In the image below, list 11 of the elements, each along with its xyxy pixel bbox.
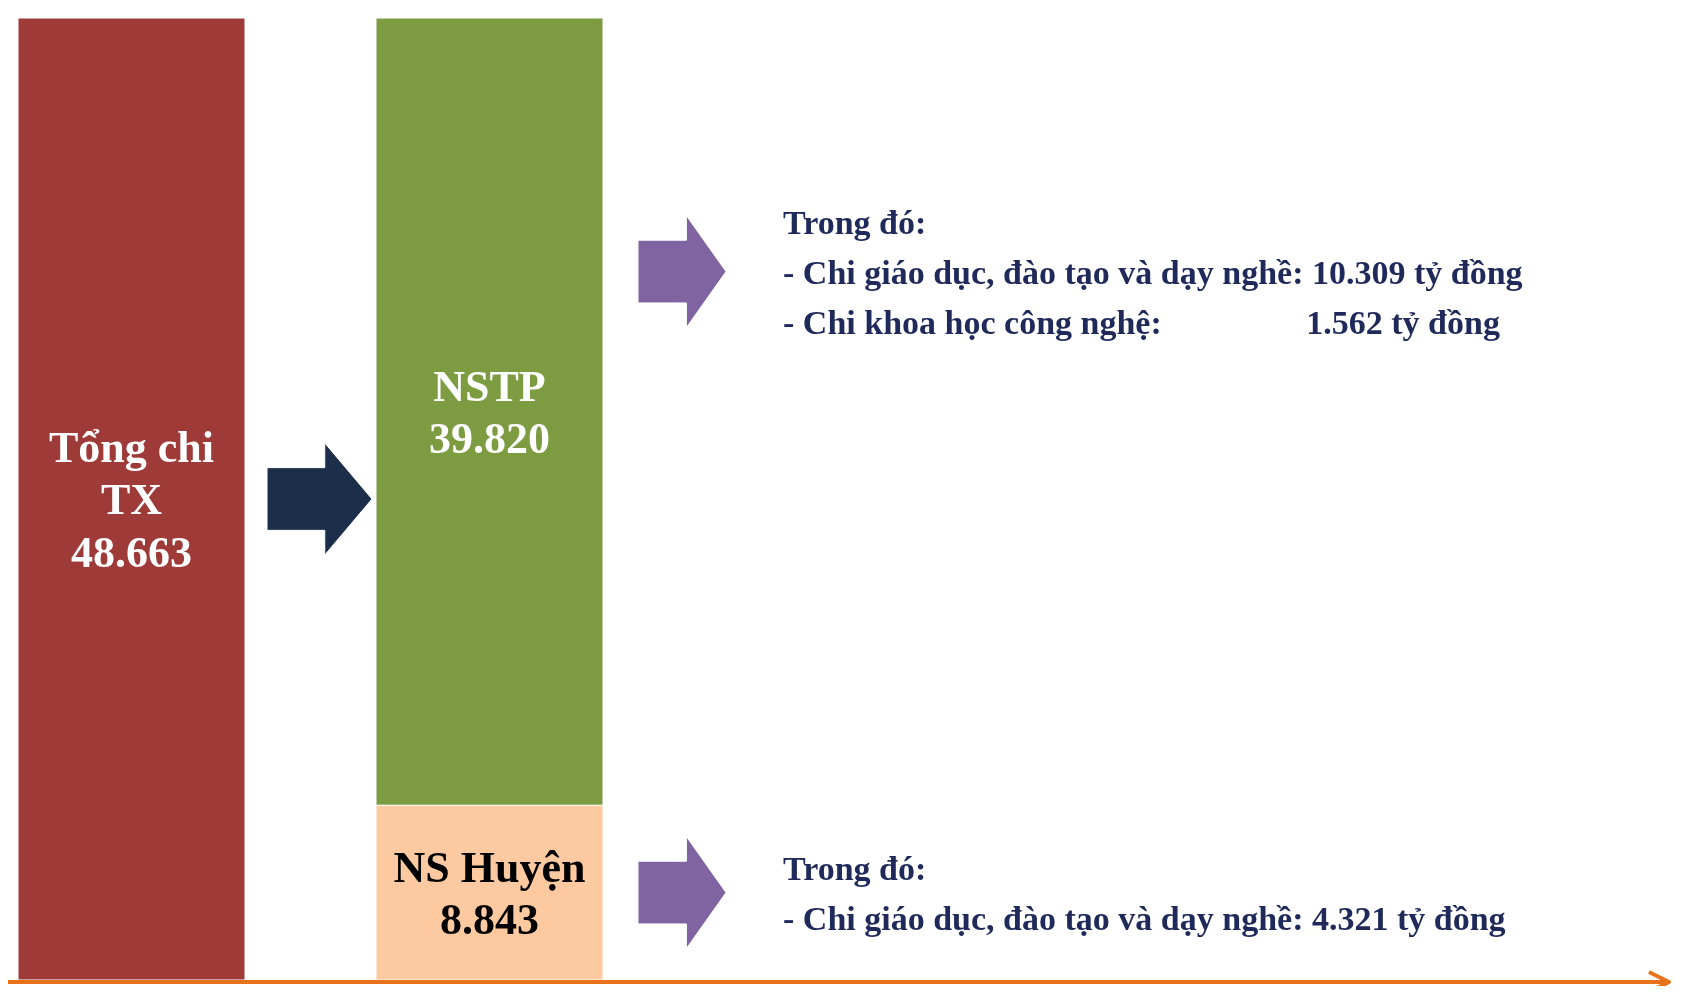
series-label: NSTP [433,361,546,411]
text: Trong đó: [783,849,927,887]
data-label: 8.843 [440,895,539,945]
data-label: 39.820 [429,414,550,464]
text: - Chi giáo dục, đào tạo và dạy nghề: 10.309 tỷ đồng [783,253,1523,291]
text: - Chi giáo dục, đào tạo và dạy nghề: 4.321 tỷ đồng [783,899,1506,937]
text: - Chi khoa học công nghệ: 1.562 tỷ đồng [783,303,1500,341]
data-label: 48.663 [71,528,192,578]
series-label: NS Huyện [393,842,586,892]
series-label: Tổng chi TX [48,422,215,525]
text: Trong đó: [783,203,927,241]
